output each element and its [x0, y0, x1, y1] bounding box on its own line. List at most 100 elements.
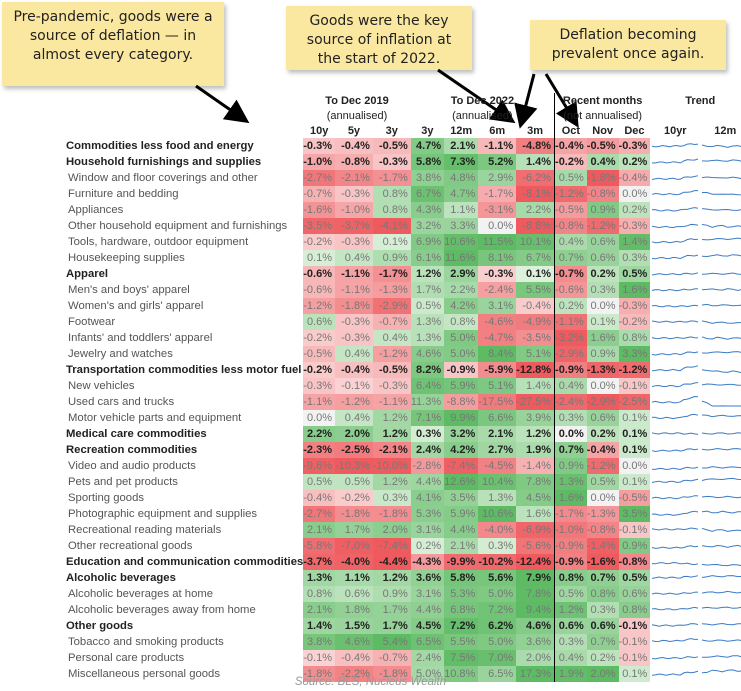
sparkline-line: [652, 607, 699, 611]
trend-12m-sparkline: [700, 378, 741, 394]
value-cell: 0.6%: [586, 410, 619, 427]
value-cell: 5.1%: [478, 378, 517, 395]
value-cell: -1.8%: [372, 506, 411, 523]
value-cell: 10.6%: [444, 234, 479, 251]
group-header-2022: To Dec 2022: [450, 94, 515, 107]
value-cell: 2.0%: [516, 650, 555, 667]
trend-10yr-sparkline: [650, 378, 700, 394]
value-cell: 0.8%: [372, 202, 411, 219]
value-cell: -1.6%: [586, 554, 619, 571]
trend-12m-sparkline: [700, 474, 741, 490]
sparkline-line: [652, 656, 699, 660]
value-cell: 3.1%: [410, 522, 445, 539]
value-cell: 6.5%: [410, 634, 445, 651]
arrow-to-2022: [437, 68, 516, 124]
table-row: Miscellaneous personal goods -1.8% -2.2% -1…: [66, 666, 741, 683]
row-label: Pets and pet products: [68, 476, 178, 489]
value-cell: 4.4%: [444, 522, 479, 539]
value-cell: -1.0%: [303, 154, 336, 171]
value-cell: -1.0%: [554, 522, 587, 539]
value-cell: 6.7%: [410, 186, 445, 203]
value-cell: -1.0%: [335, 202, 373, 219]
value-cell: -2.2%: [335, 666, 373, 683]
value-cell: -1.2%: [618, 362, 651, 379]
value-cell: -0.4%: [335, 362, 373, 379]
value-cell: 4.4%: [410, 474, 445, 491]
value-cell: -1.2%: [554, 186, 587, 203]
value-cell: 2.7%: [478, 442, 517, 459]
value-cell: 0.1%: [618, 442, 651, 459]
value-cell: 1.4%: [303, 618, 336, 635]
trend-12m-sparkline: [700, 282, 741, 298]
value-cell: 0.0%: [586, 378, 619, 395]
row-label: Personal care products: [68, 652, 185, 665]
col-header: 3y: [385, 124, 398, 137]
value-cell: -0.1%: [618, 650, 651, 667]
table-row: Other goods 1.4% 1.5% 1.7% 4.5% 7.2% 6.2% 4.6% 0…: [66, 618, 741, 635]
value-cell: 0.6%: [335, 586, 373, 603]
value-cell: -0.4%: [618, 170, 651, 187]
col-header: 6m: [489, 124, 506, 137]
sparkline-line: [702, 414, 741, 418]
sparkline-line: [702, 336, 741, 340]
trend-12m-sparkline: [700, 650, 741, 666]
value-cell: 4.6%: [410, 346, 445, 363]
trend-12m-sparkline: [700, 346, 741, 362]
trend-10yr-sparkline: [650, 234, 700, 250]
table-row: New vehicles -0.3% -0.1% -0.3% 6.4% 5.9% 5.1% 1…: [66, 378, 741, 395]
value-cell: 4.2%: [444, 442, 479, 459]
sparkline-line: [652, 575, 699, 580]
sparkline-line: [652, 224, 699, 229]
value-cell: 5.3%: [410, 506, 445, 523]
value-cell: 0.0%: [586, 490, 619, 507]
sparkline-line: [652, 527, 699, 531]
value-cell: 0.8%: [618, 602, 651, 619]
value-cell: 1.9%: [554, 666, 587, 683]
value-cell: -0.1%: [618, 634, 651, 651]
value-cell: -0.2%: [303, 234, 336, 251]
value-cell: 5.0%: [444, 346, 479, 363]
row-label: Alcoholic beverages away from home: [68, 604, 256, 617]
sparkline-line: [702, 655, 741, 658]
value-cell: -2.9%: [372, 298, 411, 315]
value-cell: -1.2%: [586, 458, 619, 475]
value-cell: -0.7%: [303, 186, 336, 203]
value-cell: 2.4%: [410, 650, 445, 667]
value-cell: 1.3%: [303, 570, 336, 587]
table-row: Used cars and trucks -1.1% -1.2% -1.1% 11.3%…: [66, 394, 741, 411]
row-label: Miscellaneous personal goods: [68, 668, 220, 681]
col-header: Nov: [592, 124, 614, 137]
col-header: Dec: [624, 124, 645, 137]
table-row: Alcoholic beverages at home 0.8% 0.6% 0.9% 3…: [66, 586, 741, 603]
group-subtitle-2019: (annualised): [326, 109, 388, 122]
col-header: 5y: [347, 124, 361, 137]
value-cell: 1.7%: [372, 618, 411, 635]
sparkline-line: [652, 562, 699, 566]
value-cell: 0.1%: [618, 426, 651, 443]
trend-10yr-sparkline: [650, 282, 700, 298]
value-cell: 5.0%: [444, 330, 479, 347]
sparkline-line: [702, 495, 741, 499]
table-row: Tobacco and smoking products 3.8% 4.6% 5.4%…: [66, 634, 741, 651]
sparkline-line: [702, 369, 741, 374]
value-cell: 0.7%: [554, 442, 587, 459]
value-cell: 6.4%: [410, 378, 445, 395]
value-cell: 0.3%: [554, 634, 587, 651]
value-cell: 0.9%: [618, 538, 651, 555]
trend-10yr-sparkline: [650, 618, 700, 634]
value-cell: 0.4%: [335, 410, 373, 427]
value-cell: 5.5%: [516, 282, 555, 299]
value-cell: -1.8%: [335, 298, 373, 315]
row-label: Men's and boys' apparel: [68, 284, 190, 297]
value-cell: 0.4%: [554, 378, 587, 395]
table-row: Tools, hardware, outdoor equipment -0.2% -…: [66, 234, 741, 251]
value-cell: -0.8%: [586, 522, 619, 539]
value-cell: -1.2%: [586, 218, 619, 235]
sparkline-line: [652, 365, 699, 372]
value-cell: 5.5%: [444, 634, 479, 651]
value-cell: 3.1%: [410, 586, 445, 603]
value-cell: -5.6%: [516, 538, 555, 555]
value-cell: 5.8%: [410, 154, 445, 171]
sparkline-line: [652, 254, 699, 260]
value-cell: 4.8%: [444, 170, 479, 187]
